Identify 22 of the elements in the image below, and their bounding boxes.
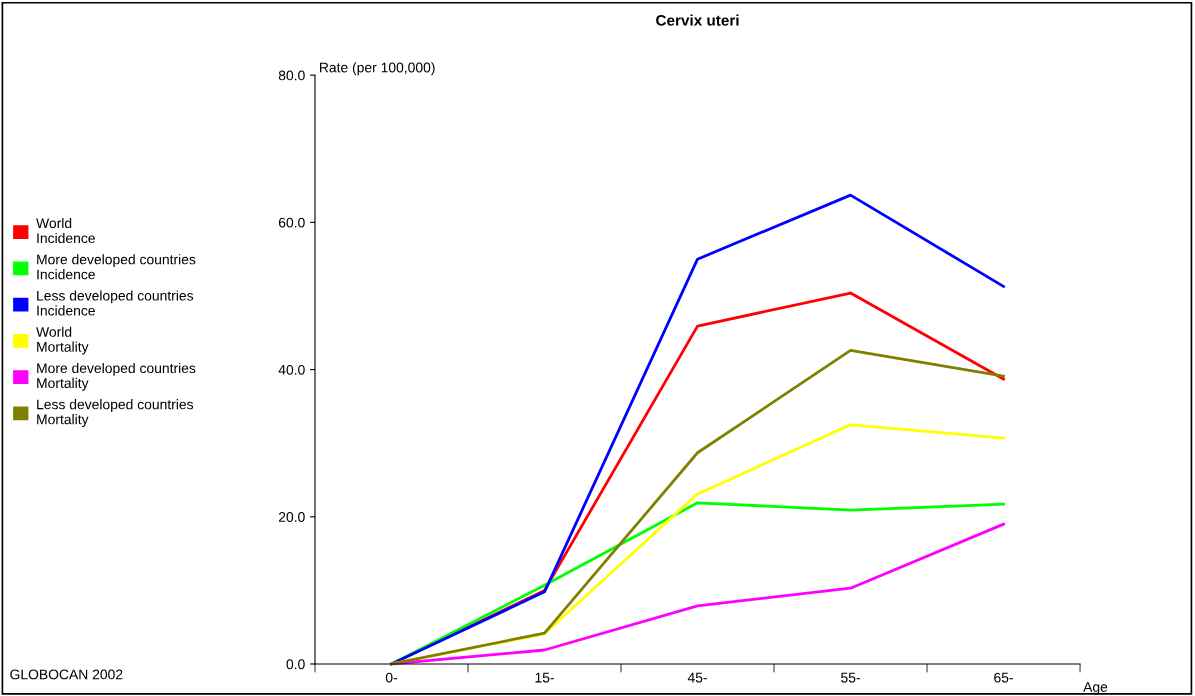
x-tick-label: 15-	[535, 672, 554, 683]
legend-label: Less developed countries Mortality	[37, 399, 194, 428]
legend-label: More developed countries Mortality	[37, 362, 196, 391]
legend-label: Less developed countries Incidence	[37, 290, 194, 316]
y-tick-label: 60.0	[278, 217, 305, 228]
y-tick-label: 20.0	[278, 512, 305, 522]
x-tick-label: 45-	[687, 672, 707, 683]
y-tick-label: 80.0	[278, 70, 305, 81]
x-axis-title: Age	[1083, 682, 1108, 695]
legend-label: More developed countries Incidence	[37, 254, 196, 280]
legend-label: World Mortality	[36, 326, 89, 355]
legend-label: World Incidence	[36, 217, 95, 244]
x-tick-label: 0-	[385, 672, 398, 683]
y-axis-title: Rate (per 100,000)	[320, 62, 435, 76]
line-series	[390, 349, 1005, 666]
chart-title: Cervix uteri	[656, 14, 739, 26]
text: GLOBOCAN 2002	[10, 669, 123, 680]
x-tick-label: 65-	[994, 672, 1013, 683]
line-series	[390, 193, 1005, 666]
y-tick-label: 40.0	[278, 364, 305, 375]
x-tick-label: 55-	[841, 672, 860, 683]
y-tick-label: 0.0	[286, 659, 305, 670]
